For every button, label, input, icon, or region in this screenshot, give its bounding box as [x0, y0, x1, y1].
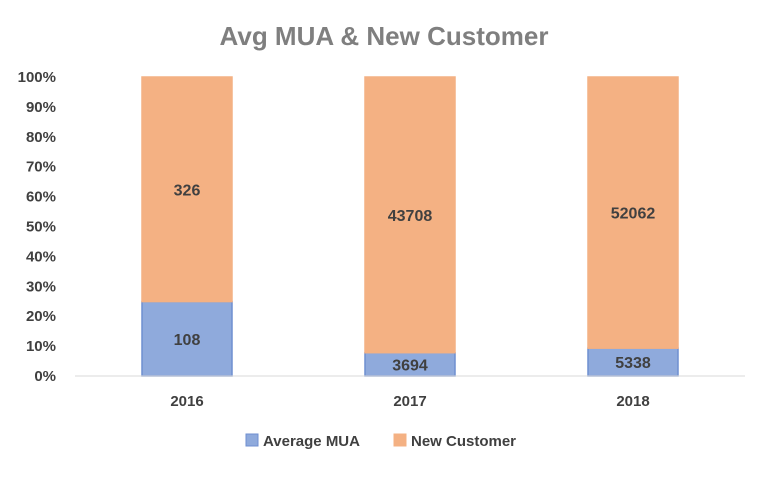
- y-tick-label: 40%: [26, 248, 56, 265]
- x-tick-label: 2018: [616, 393, 649, 410]
- y-tick-label: 30%: [26, 278, 56, 295]
- legend-swatch: [393, 433, 407, 447]
- data-label: 108: [174, 332, 201, 349]
- data-label: 326: [174, 182, 201, 199]
- y-axis: 0% 10% 20% 30% 40% 50% 60% 70% 80% 90% 100%: [18, 69, 56, 385]
- y-tick-label: 80%: [26, 129, 56, 146]
- legend: Average MUA New Customer: [245, 433, 516, 450]
- bar-new-customer-2017: [364, 76, 456, 354]
- y-tick-label: 50%: [26, 219, 56, 236]
- data-label: 43708: [388, 208, 433, 225]
- chart-title: Avg MUA & New Customer: [220, 21, 549, 51]
- bar-new-customer-2018: [587, 76, 679, 349]
- y-tick-label: 90%: [26, 99, 56, 116]
- data-label: 3694: [392, 357, 428, 374]
- bar-new-customer-2016: [141, 76, 233, 303]
- y-tick-label: 0%: [34, 368, 56, 385]
- y-tick-label: 60%: [26, 189, 56, 206]
- legend-swatch: [245, 433, 259, 447]
- x-axis: 2016 2017 2018: [170, 393, 649, 410]
- plot-area: 108 326 3694 43708 5338 52062: [141, 76, 679, 377]
- legend-label: New Customer: [411, 433, 516, 450]
- bar-average-mua-2016: [141, 300, 233, 377]
- y-tick-label: 100%: [18, 69, 56, 86]
- x-tick-label: 2016: [170, 393, 203, 410]
- y-tick-label: 20%: [26, 308, 56, 325]
- y-tick-label: 10%: [26, 338, 56, 355]
- legend-label: Average MUA: [263, 433, 360, 450]
- x-tick-label: 2017: [393, 393, 426, 410]
- data-label: 52062: [611, 206, 656, 223]
- y-tick-label: 70%: [26, 159, 56, 176]
- data-label: 5338: [615, 355, 651, 372]
